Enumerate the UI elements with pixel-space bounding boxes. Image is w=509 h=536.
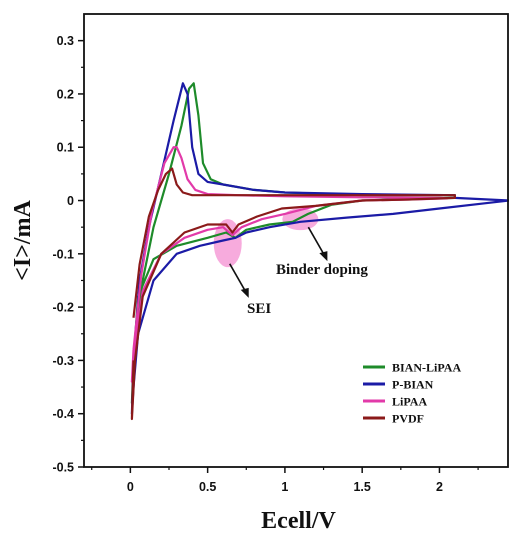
legend-label: LiPAA [392,395,427,409]
y-tick-label: -0.1 [52,247,74,261]
y-tick-label: 0.3 [57,34,74,48]
x-axis-ticks: 0 0.5 1 1.5 2 [91,467,479,494]
binder-arrowhead [319,251,328,262]
series-line-p-bian [130,82,509,415]
annotation-sei: SEI [247,301,271,317]
legend: BIAN-LiPAA P-BIAN LiPAA PVDF [363,361,461,426]
legend-label: P-BIAN [392,378,434,392]
y-tick-label: 0 [67,194,74,208]
legend-label: PVDF [392,412,424,426]
sei-arrow [229,263,247,293]
y-tick-label: -0.2 [52,301,74,315]
y-axis-ticks: -0.5 -0.4 -0.3 -0.2 -0.1 0 0.1 0.2 0.3 [52,34,84,475]
plot-frame [83,13,509,468]
x-tick-label: 0.5 [199,480,216,494]
series-line-pvdf [130,167,456,421]
y-axis-title: <I>/mA [10,199,36,280]
x-tick-label: 1 [281,480,288,494]
y-tick-label: -0.4 [52,407,74,421]
y-tick-label: -0.3 [52,354,74,368]
x-tick-label: 0 [127,480,134,494]
series-layer [130,82,509,421]
annotation-binder-doping: Binder doping [276,262,368,278]
sei-arrowhead [240,287,249,298]
y-tick-label: -0.5 [52,461,74,475]
legend-label: BIAN-LiPAA [392,361,461,375]
y-tick-label: 0.2 [57,87,74,101]
x-axis-title: Ecell/V [261,508,336,534]
x-tick-label: 2 [436,480,443,494]
x-tick-label: 1.5 [353,480,370,494]
y-tick-label: 0.1 [57,141,74,155]
annotations: SEI Binder doping [229,226,368,317]
binder-arrow [307,226,326,256]
